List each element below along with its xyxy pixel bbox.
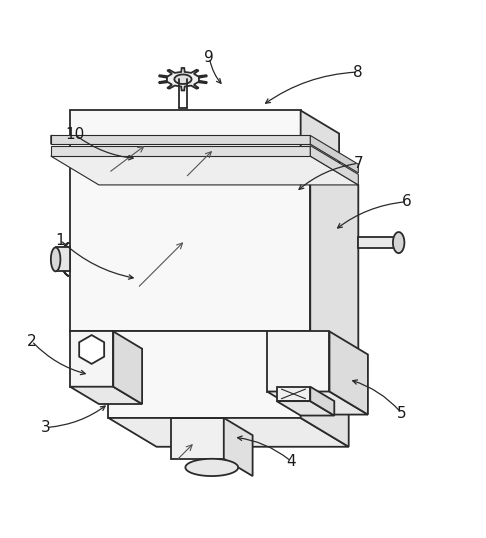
Polygon shape — [70, 164, 339, 186]
Polygon shape — [70, 110, 301, 164]
Text: 10: 10 — [65, 127, 85, 142]
Polygon shape — [70, 331, 113, 387]
Polygon shape — [108, 331, 301, 418]
Polygon shape — [393, 232, 404, 253]
Polygon shape — [310, 156, 358, 360]
Polygon shape — [358, 237, 397, 249]
Text: 9: 9 — [205, 50, 214, 65]
Polygon shape — [171, 418, 224, 459]
Text: 7: 7 — [353, 156, 363, 171]
Polygon shape — [310, 145, 358, 185]
Text: 6: 6 — [401, 194, 411, 209]
Polygon shape — [113, 331, 142, 404]
Polygon shape — [55, 247, 70, 271]
Polygon shape — [330, 331, 368, 415]
Polygon shape — [267, 331, 330, 392]
Polygon shape — [277, 387, 310, 401]
Polygon shape — [51, 156, 358, 185]
Polygon shape — [79, 335, 104, 364]
Polygon shape — [310, 387, 334, 415]
Polygon shape — [51, 247, 60, 271]
Polygon shape — [301, 110, 339, 186]
Polygon shape — [51, 145, 310, 156]
Text: 4: 4 — [286, 454, 296, 469]
Polygon shape — [267, 392, 368, 415]
Polygon shape — [51, 136, 310, 144]
Polygon shape — [51, 136, 310, 144]
Text: 2: 2 — [27, 334, 36, 349]
Polygon shape — [70, 156, 310, 331]
Polygon shape — [174, 74, 191, 84]
Polygon shape — [70, 331, 358, 360]
Polygon shape — [70, 387, 142, 404]
Polygon shape — [301, 331, 348, 447]
Polygon shape — [159, 68, 207, 90]
Polygon shape — [185, 459, 238, 476]
Text: 3: 3 — [41, 420, 51, 435]
Polygon shape — [224, 418, 253, 476]
Text: 5: 5 — [397, 406, 406, 421]
Polygon shape — [61, 243, 69, 276]
Polygon shape — [108, 418, 348, 447]
Polygon shape — [277, 401, 334, 415]
Text: 8: 8 — [353, 65, 363, 80]
Polygon shape — [310, 136, 358, 173]
Text: 1: 1 — [55, 232, 65, 247]
